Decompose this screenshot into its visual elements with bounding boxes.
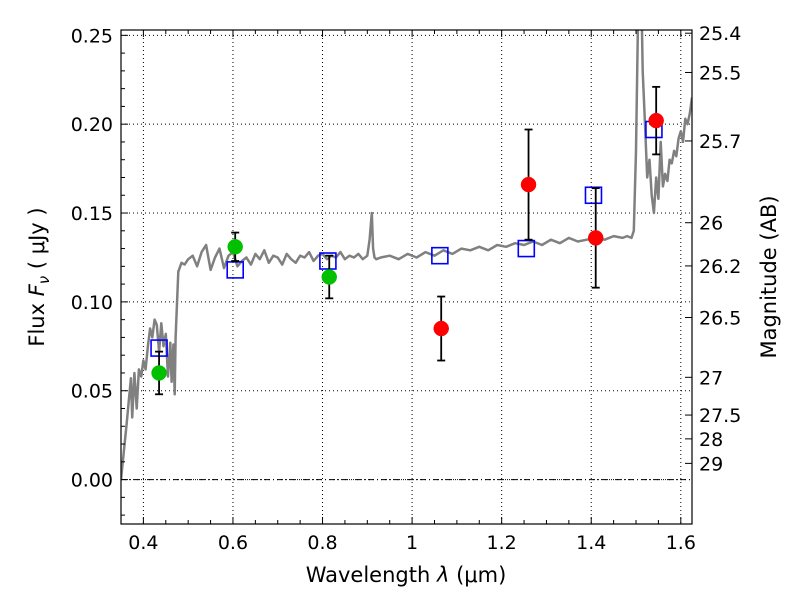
y-tick-label: 0.25: [71, 25, 113, 47]
observed-point: [227, 239, 243, 255]
plot-frame: [120, 29, 693, 525]
y2-tick-label: 28: [699, 429, 723, 451]
y-tick-label: 0.15: [71, 203, 113, 225]
y2-tick-label: 26: [699, 213, 723, 235]
y-tick-label: 0.00: [71, 470, 113, 492]
observed-point: [433, 320, 449, 337]
y-tick-label: 0.05: [71, 381, 113, 403]
grid-layer: [121, 30, 692, 524]
observed-point: [520, 176, 537, 193]
model-square-point: [431, 246, 449, 265]
y2-tick-label: 26.2: [699, 256, 741, 278]
spectrum-line: [121, 30, 692, 480]
model-square-point: [319, 252, 337, 270]
x-tick-label: 1.2: [487, 532, 517, 554]
y-tick-label: 0.10: [71, 292, 113, 314]
x-tick-label: 0.8: [307, 532, 337, 554]
x-tick-label: 1: [406, 532, 418, 554]
y2-tick-label: 26.5: [699, 308, 741, 330]
observed-point: [648, 112, 664, 129]
tick-layer: 0.4 0.6 0.8 1 1.2 1.4 1.6 0.00 0.05 0.10 0.15 0.20 0…: [71, 23, 742, 554]
y-axis-label: Flux Fν ( μJy ): [25, 207, 53, 346]
x-tick-label: 1.4: [576, 532, 606, 554]
observed-point: [587, 230, 604, 246]
x-axis-label: Wavelength λ (μm): [306, 563, 507, 587]
y2-tick-label: 27: [699, 367, 723, 389]
y2-tick-label: 25.4: [699, 23, 741, 45]
x-tick-label: 0.4: [128, 532, 158, 554]
y2-tick-label: 25.5: [699, 62, 741, 84]
model-square-point: [226, 261, 244, 279]
axes-frame-layer: [120, 29, 693, 525]
x-tick-label: 0.6: [218, 532, 248, 554]
plot-layer: [121, 30, 692, 480]
y2-tick-label: 25.7: [699, 131, 741, 153]
x-tick-label: 1.6: [666, 532, 696, 554]
observed-point: [151, 365, 167, 381]
y2-tick-label: 27.5: [699, 405, 741, 427]
y2-tick-label: 29: [699, 453, 723, 475]
y-tick-label: 0.20: [71, 114, 113, 136]
observed-point: [321, 269, 337, 285]
model-square-point: [584, 186, 603, 205]
y2-axis-label: Magnitude (AB): [757, 195, 781, 358]
